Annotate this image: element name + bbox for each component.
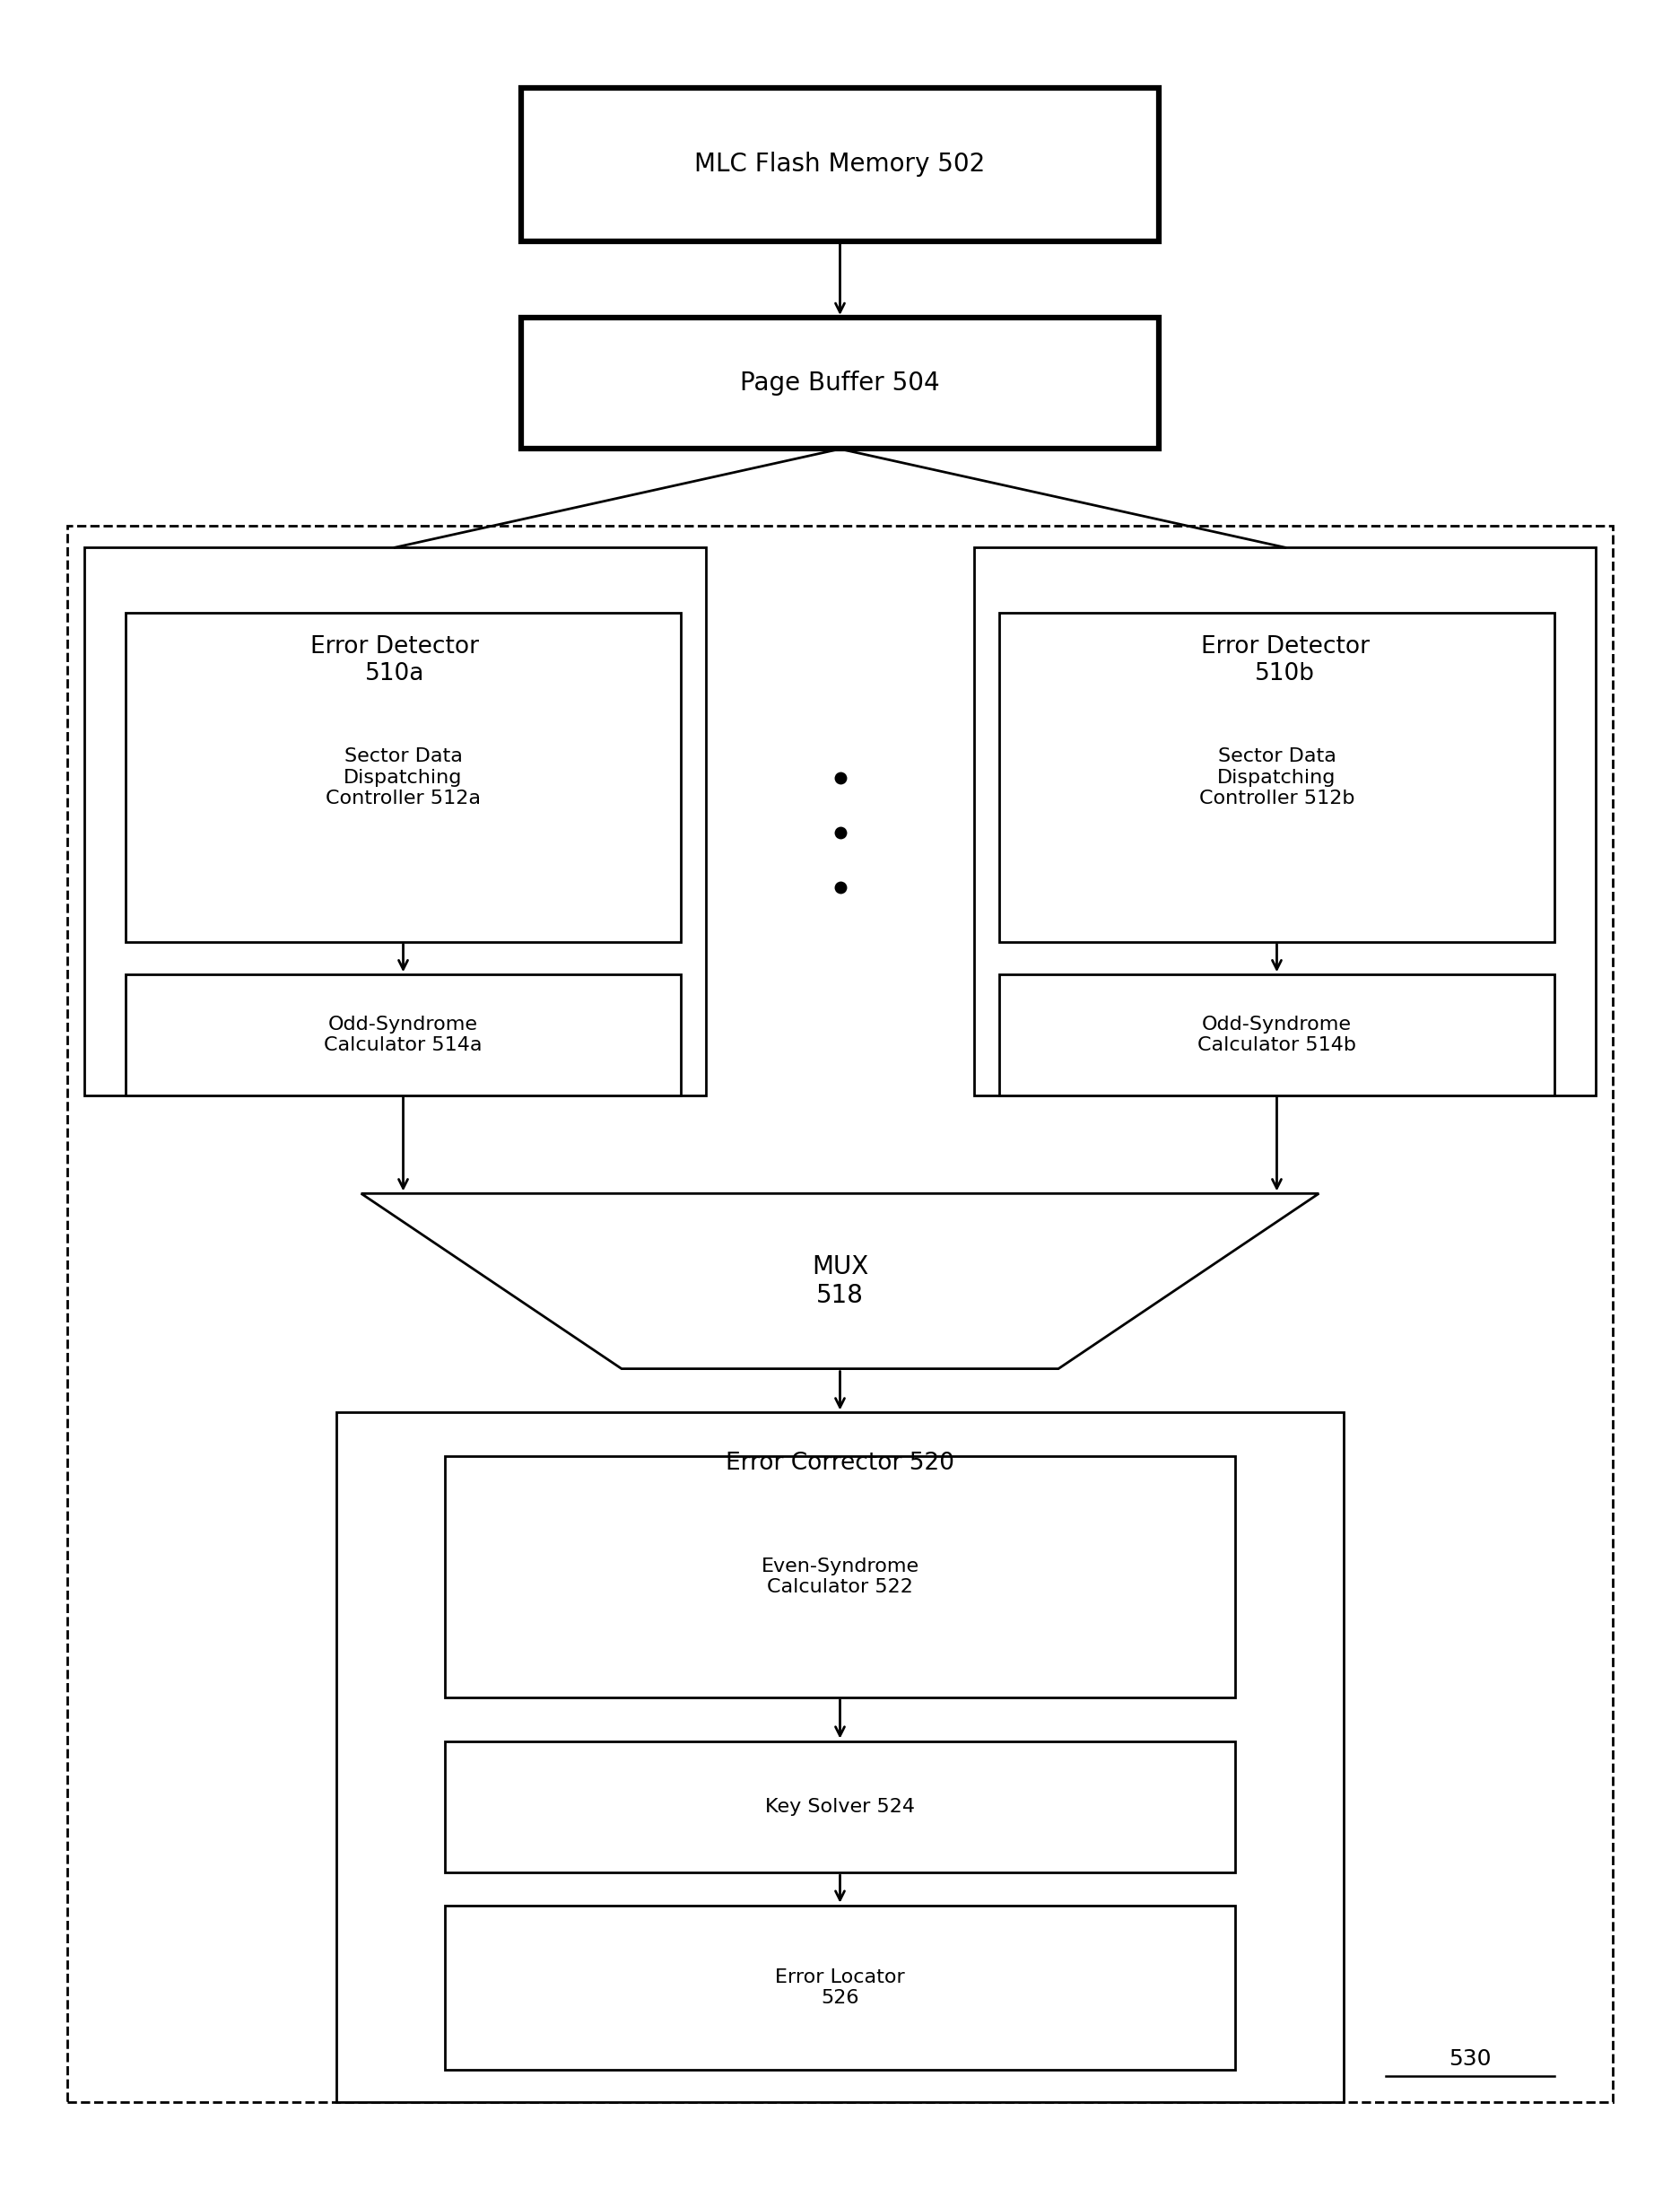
- Text: Odd-Syndrome
Calculator 514b: Odd-Syndrome Calculator 514b: [1198, 1016, 1356, 1053]
- Bar: [445, 1741, 1235, 1872]
- Bar: [1000, 613, 1554, 942]
- Bar: [521, 318, 1159, 449]
- Text: Error Corrector 520: Error Corrector 520: [726, 1452, 954, 1476]
- Text: Odd-Syndrome
Calculator 514a: Odd-Syndrome Calculator 514a: [324, 1016, 482, 1053]
- Text: Sector Data
Dispatching
Controller 512a: Sector Data Dispatching Controller 512a: [326, 747, 480, 808]
- Text: Even-Syndrome
Calculator 522: Even-Syndrome Calculator 522: [761, 1557, 919, 1597]
- Text: Error Detector
510a: Error Detector 510a: [311, 635, 479, 685]
- Bar: [521, 88, 1159, 241]
- Text: Error Locator
526: Error Locator 526: [774, 1969, 906, 2006]
- Bar: [336, 1413, 1344, 2102]
- Bar: [84, 548, 706, 1095]
- Bar: [126, 975, 680, 1095]
- Text: MUX
518: MUX 518: [811, 1255, 869, 1307]
- Text: Sector Data
Dispatching
Controller 512b: Sector Data Dispatching Controller 512b: [1200, 747, 1354, 808]
- Bar: [1000, 975, 1554, 1095]
- Bar: [445, 1456, 1235, 1697]
- Polygon shape: [361, 1194, 1319, 1369]
- Bar: [445, 1905, 1235, 2070]
- Bar: [974, 548, 1596, 1095]
- Bar: [67, 526, 1613, 2102]
- Text: Key Solver 524: Key Solver 524: [764, 1798, 916, 1816]
- Text: Page Buffer 504: Page Buffer 504: [741, 370, 939, 396]
- Bar: [126, 613, 680, 942]
- Text: 530: 530: [1448, 2048, 1492, 2070]
- Text: Error Detector
510b: Error Detector 510b: [1201, 635, 1369, 685]
- Text: MLC Flash Memory 502: MLC Flash Memory 502: [694, 151, 986, 177]
